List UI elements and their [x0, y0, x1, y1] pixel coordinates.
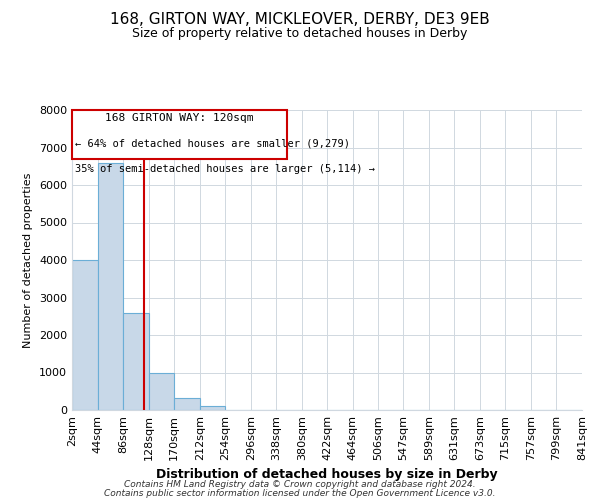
X-axis label: Distribution of detached houses by size in Derby: Distribution of detached houses by size … — [156, 468, 498, 481]
Text: Contains public sector information licensed under the Open Government Licence v3: Contains public sector information licen… — [104, 489, 496, 498]
Bar — [149, 374, 174, 410]
Bar — [174, 398, 200, 410]
Text: Contains HM Land Registry data © Crown copyright and database right 2024.: Contains HM Land Registry data © Crown c… — [124, 480, 476, 489]
Bar — [200, 406, 225, 410]
Bar — [123, 312, 149, 410]
Bar — [98, 162, 123, 410]
Bar — [72, 260, 98, 410]
FancyBboxPatch shape — [72, 110, 287, 159]
Text: ← 64% of detached houses are smaller (9,279): ← 64% of detached houses are smaller (9,… — [74, 138, 350, 148]
Text: Size of property relative to detached houses in Derby: Size of property relative to detached ho… — [133, 28, 467, 40]
Text: 168 GIRTON WAY: 120sqm: 168 GIRTON WAY: 120sqm — [105, 113, 254, 123]
Text: 35% of semi-detached houses are larger (5,114) →: 35% of semi-detached houses are larger (… — [74, 164, 374, 174]
Y-axis label: Number of detached properties: Number of detached properties — [23, 172, 34, 348]
Text: 168, GIRTON WAY, MICKLEOVER, DERBY, DE3 9EB: 168, GIRTON WAY, MICKLEOVER, DERBY, DE3 … — [110, 12, 490, 28]
